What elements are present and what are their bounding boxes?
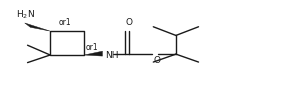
Text: or1: or1 xyxy=(85,43,98,52)
Polygon shape xyxy=(84,51,103,56)
Text: H$_2$N: H$_2$N xyxy=(16,9,35,21)
Text: O: O xyxy=(153,56,160,65)
Polygon shape xyxy=(25,23,50,31)
Text: O: O xyxy=(126,18,133,27)
Text: NH: NH xyxy=(105,50,118,60)
Text: or1: or1 xyxy=(59,18,71,27)
